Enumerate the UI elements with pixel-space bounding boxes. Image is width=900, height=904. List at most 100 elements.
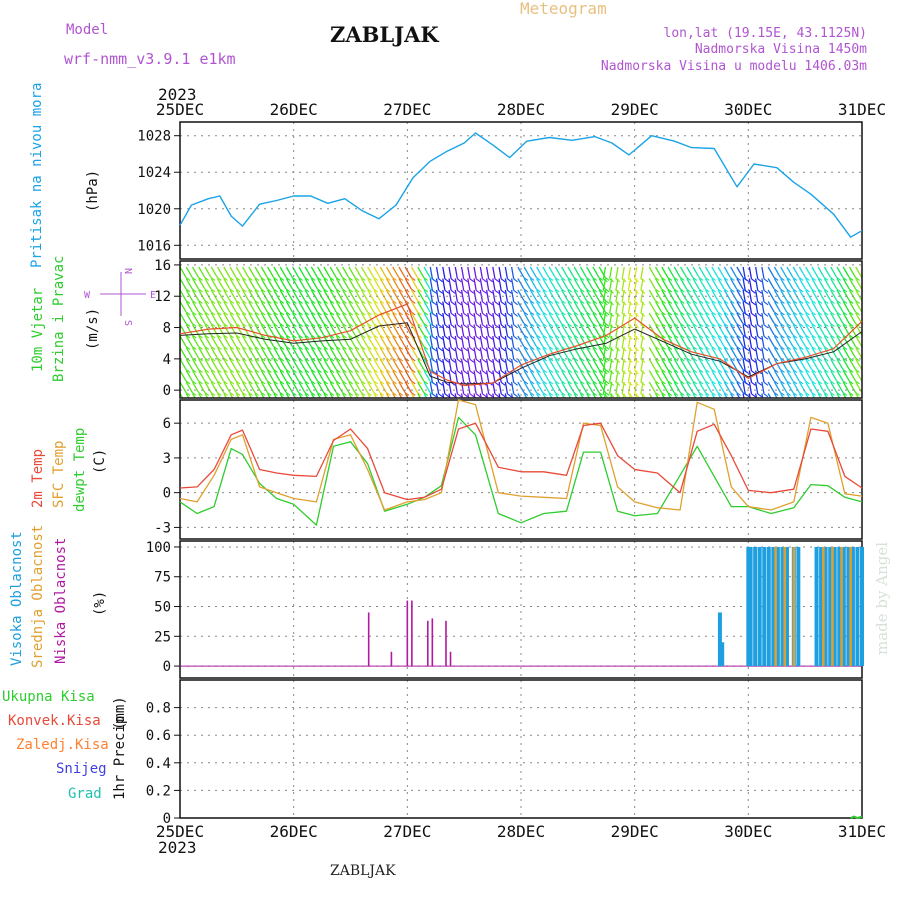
wind-barb xyxy=(780,301,788,313)
wind-barb xyxy=(191,393,196,398)
wind-barb xyxy=(679,278,688,290)
wind-barb-flag xyxy=(475,358,481,363)
wind-barb xyxy=(679,358,688,370)
wind-barb-flag xyxy=(298,276,303,281)
wind-barb xyxy=(609,266,613,279)
wind-barb xyxy=(692,324,700,336)
wind-barb-flag xyxy=(210,368,216,373)
wind-barb-flag xyxy=(667,380,673,385)
wind-barb xyxy=(410,301,419,313)
wind-barb xyxy=(342,381,350,393)
wind-barb-flag xyxy=(379,380,385,385)
wind-barb xyxy=(586,347,594,359)
wind-barb xyxy=(304,301,312,313)
wind-barb xyxy=(648,312,656,324)
wind-barb xyxy=(429,381,433,394)
wind-barb xyxy=(567,370,575,382)
wind-barb xyxy=(767,278,775,290)
wind-barb-flag xyxy=(586,380,591,385)
wind-barb xyxy=(817,335,825,347)
wind-barb-flag xyxy=(536,404,540,407)
wind-barb-flag xyxy=(758,405,762,408)
wind-barb xyxy=(654,301,663,313)
wind-barb-flag xyxy=(811,345,817,350)
wind-barb xyxy=(661,393,666,398)
wind-barb xyxy=(548,312,556,324)
wind-barb-flag xyxy=(817,322,823,327)
wind-barb xyxy=(385,289,394,301)
wind-barb-flag xyxy=(223,299,228,304)
wind-barb-flag xyxy=(482,312,487,317)
wind-barb-flag xyxy=(279,368,285,373)
wind-barb-flag xyxy=(654,368,660,373)
cloud-bar xyxy=(855,546,860,667)
wind-barb-flag xyxy=(507,381,512,386)
wind-barb-flag xyxy=(824,404,828,407)
wind-barb-flag xyxy=(836,288,842,293)
wind-barb xyxy=(335,393,340,398)
wind-barb xyxy=(579,358,588,370)
wind-barb xyxy=(310,324,318,336)
wind-barb-flag xyxy=(830,404,834,407)
wind-barb-flag xyxy=(185,380,191,385)
wind-barb xyxy=(529,335,537,347)
wind-barb-flag xyxy=(279,288,285,293)
wind-barb-flag xyxy=(470,405,474,408)
wind-barb-flag xyxy=(855,357,860,362)
wind-barb-flag xyxy=(329,311,335,316)
wind-barb xyxy=(379,289,387,301)
pressure-ylabel: Pritisak na nivou mora xyxy=(29,83,45,268)
wind-barb-flag xyxy=(554,276,560,281)
wind-barb xyxy=(448,301,452,314)
wind-barb-flag xyxy=(855,345,860,350)
wind-barb xyxy=(410,347,419,359)
wind-barb-flag xyxy=(430,404,434,407)
wind-barb-flag xyxy=(285,299,291,304)
wind-barb xyxy=(204,370,212,382)
wind-barb xyxy=(692,312,700,324)
wind-barb xyxy=(298,381,306,393)
wind-barb xyxy=(561,335,569,347)
wind-barb-flag xyxy=(285,345,291,350)
wind-barb-flag xyxy=(567,334,572,339)
wind-barb xyxy=(354,358,362,370)
wind-barb-flag xyxy=(686,345,691,350)
wind-barb xyxy=(329,335,337,347)
wind-barb-flag xyxy=(323,368,328,373)
wind-barb-flag xyxy=(542,322,547,327)
wind-barb xyxy=(223,393,228,398)
wind-barb xyxy=(410,266,419,278)
wind-barb-flag xyxy=(567,357,572,362)
wind-barb-flag xyxy=(463,347,468,352)
wind-barb xyxy=(523,381,531,393)
wind-barb-flag xyxy=(586,299,591,304)
wind-barb xyxy=(467,358,471,371)
wind-barb xyxy=(705,289,713,301)
wind-barb xyxy=(754,324,759,337)
wind-barb xyxy=(392,370,400,382)
wind-barb xyxy=(842,347,850,359)
wind-barb-flag xyxy=(579,299,585,304)
wind-barb xyxy=(204,393,209,398)
wind-barb-flag xyxy=(763,289,769,294)
wind-barb-flag xyxy=(392,368,397,373)
wind-barb xyxy=(267,289,275,301)
wind-barb xyxy=(379,370,387,382)
wind-barb xyxy=(354,266,362,278)
wind-barb-flag xyxy=(786,288,791,293)
y-tick-label: 0.4 xyxy=(146,756,171,772)
wind-barb-flag xyxy=(542,288,547,293)
wind-barb xyxy=(223,347,231,359)
wind-barb xyxy=(823,324,832,336)
wind-barb xyxy=(592,301,600,313)
wind-barb-flag xyxy=(592,311,598,316)
wind-barb xyxy=(485,301,490,314)
wind-barb-flag xyxy=(241,288,247,293)
wind-barb xyxy=(627,266,632,279)
wind-barb xyxy=(279,335,287,347)
wind-barb xyxy=(592,358,600,370)
wind-barb xyxy=(479,266,484,279)
wind-barb xyxy=(811,312,819,324)
wind-barb xyxy=(640,278,644,291)
